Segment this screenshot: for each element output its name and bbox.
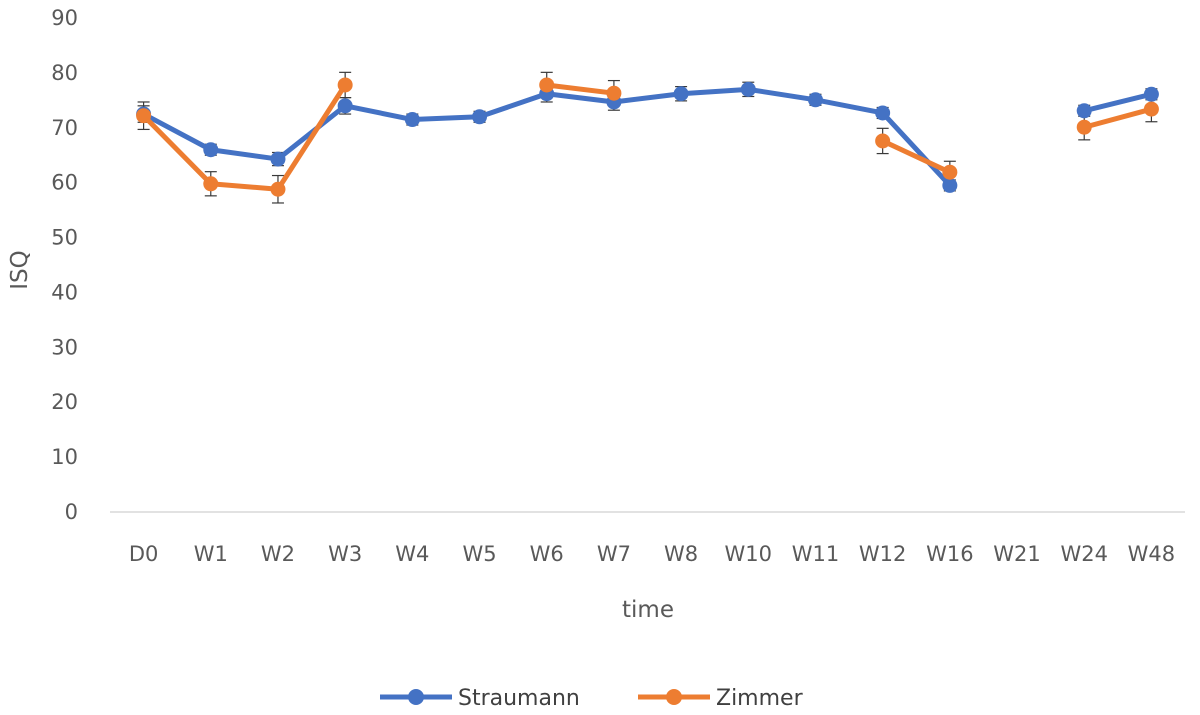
y-tick-label: 50 <box>51 226 78 250</box>
legend-swatch-marker <box>666 689 682 705</box>
legend-swatch-marker <box>408 689 424 705</box>
data-point-zimmer-w12 <box>875 133 891 149</box>
data-point-straumann-w48 <box>1143 86 1159 102</box>
y-tick-label: 70 <box>51 116 78 140</box>
data-point-zimmer-w16 <box>942 164 958 180</box>
y-tick-label: 90 <box>51 6 78 30</box>
series-line-zimmer <box>544 82 617 96</box>
series-zimmer <box>136 77 1159 197</box>
series-line-zimmer <box>880 138 953 175</box>
x-tick-label: W16 <box>926 542 974 566</box>
x-tick-label: W12 <box>859 542 907 566</box>
series-line-zimmer <box>1081 106 1154 130</box>
data-point-zimmer-w1 <box>203 176 219 192</box>
y-axis-ticks: 0 10 20 30 40 50 60 70 80 90 <box>51 6 78 524</box>
y-tick-label: 0 <box>65 500 78 524</box>
x-tick-label: W7 <box>597 542 631 566</box>
data-point-straumann-w8 <box>673 86 689 102</box>
series-layer <box>136 77 1159 197</box>
series-line-straumann <box>1081 91 1154 114</box>
x-tick-label: W48 <box>1128 542 1176 566</box>
data-point-zimmer-w2 <box>270 181 286 197</box>
x-tick-label: W6 <box>530 542 564 566</box>
x-tick-label: W10 <box>725 542 773 566</box>
y-tick-label: 20 <box>51 390 78 414</box>
series-line-zimmer <box>141 82 348 192</box>
data-point-zimmer-w6 <box>539 77 555 93</box>
y-axis-title: ISQ <box>7 250 33 290</box>
y-tick-label: 80 <box>51 61 78 85</box>
series-straumann <box>136 81 1159 193</box>
x-tick-label: W3 <box>328 542 362 566</box>
x-tick-label: W1 <box>194 542 228 566</box>
x-tick-label: W24 <box>1060 542 1108 566</box>
legend-label-straumann: Straumann <box>458 686 580 711</box>
data-point-straumann-w5 <box>472 109 488 125</box>
data-point-straumann-w2 <box>270 151 286 167</box>
y-tick-label: 40 <box>51 280 78 304</box>
x-axis-ticks: D0 W1 W2 W3 W4 W5 W6 W7 W8 W10 W11 W12 W16 W21 W24 W48 <box>129 542 1175 566</box>
x-tick-label: D0 <box>129 542 159 566</box>
legend: Straumann Zimmer <box>380 686 804 711</box>
data-point-straumann-w4 <box>404 112 420 128</box>
x-tick-label: W2 <box>261 542 295 566</box>
legend-label-zimmer: Zimmer <box>716 686 804 711</box>
data-point-straumann-w3 <box>337 98 353 114</box>
x-axis-title: time <box>622 597 674 623</box>
legend-item-zimmer: Zimmer <box>638 686 804 711</box>
y-tick-label: 10 <box>51 445 78 469</box>
data-point-zimmer-d0 <box>136 108 152 124</box>
x-tick-label: W21 <box>993 542 1041 566</box>
x-tick-label: W8 <box>664 542 698 566</box>
error-bars <box>137 71 1158 204</box>
data-point-straumann-w11 <box>807 92 823 108</box>
series-line-straumann <box>141 86 953 188</box>
data-point-zimmer-w24 <box>1076 119 1092 135</box>
data-point-straumann-w16 <box>942 177 958 193</box>
y-tick-label: 60 <box>51 171 78 195</box>
x-tick-label: W11 <box>792 542 840 566</box>
data-point-zimmer-w48 <box>1143 101 1159 117</box>
y-tick-label: 30 <box>51 335 78 359</box>
data-point-straumann-w24 <box>1076 103 1092 119</box>
data-point-straumann-w10 <box>740 81 756 97</box>
x-tick-label: W4 <box>395 542 429 566</box>
data-point-straumann-w1 <box>203 142 219 158</box>
x-tick-label: W5 <box>462 542 496 566</box>
legend-item-straumann: Straumann <box>380 686 580 711</box>
data-point-zimmer-w7 <box>606 85 622 101</box>
data-point-zimmer-w3 <box>337 77 353 93</box>
data-point-straumann-w12 <box>875 105 891 121</box>
